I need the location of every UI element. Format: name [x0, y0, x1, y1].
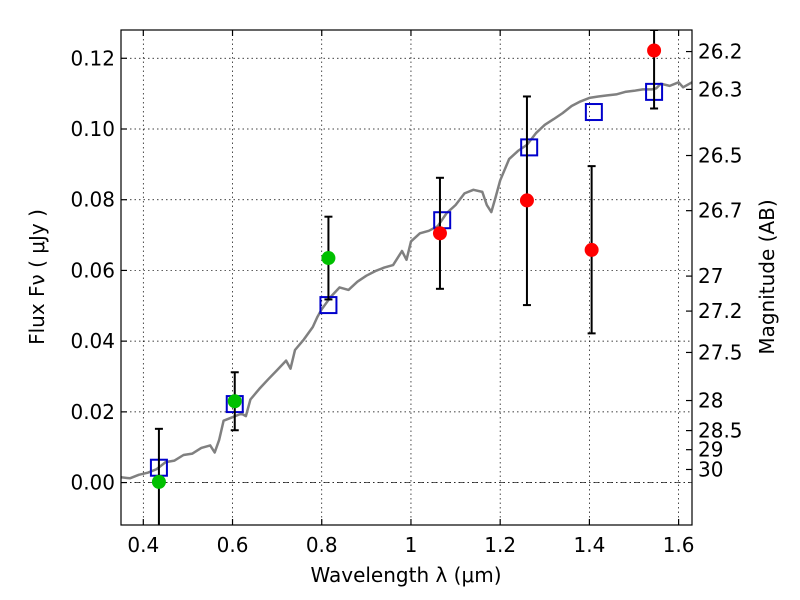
y-axis-label-right: Magnitude (AB): [755, 199, 779, 354]
magnitude-tick-label: 28.5: [698, 419, 743, 443]
magnitude-tick-label: 27.2: [698, 299, 743, 323]
axes: 0.4 0.6 0.8 1 1.2 1.4 1.6 0.00 0.02 0.04 0.06 0.08 0…: [70, 29, 743, 557]
data-point-red: [519, 193, 534, 208]
x-tick-label: 1.2: [484, 533, 516, 557]
magnitude-tick-label: 30: [698, 457, 723, 481]
magnitude-tick-label: 28: [698, 389, 723, 413]
data-point-red: [584, 242, 599, 257]
x-tick-label: 0.8: [306, 533, 338, 557]
magnitude-tick-label: 29: [698, 438, 723, 462]
model-photometry-square: [520, 138, 539, 157]
x-axis-label: Wavelength λ (μm): [310, 563, 501, 587]
x-tick-label: 1.4: [573, 533, 605, 557]
magnitude-tick-label: 27: [698, 264, 723, 288]
magnitude-tick-label: 26.2: [698, 40, 743, 64]
y-tick-label: 0.00: [70, 471, 115, 495]
plot-area: [121, 30, 692, 525]
magnitude-tick-label: 26.7: [698, 199, 743, 223]
plot-frame: [120, 29, 693, 526]
y-tick-label: 0.04: [70, 329, 115, 353]
y-tick-label: 0.08: [70, 188, 115, 212]
data-point-red: [432, 226, 447, 241]
magnitude-tick-label: 26.5: [698, 144, 743, 168]
magnitude-tick-label: 27.5: [698, 340, 743, 364]
x-tick-label: 1: [405, 533, 418, 557]
y-tick-label: 0.02: [70, 400, 115, 424]
y-tick-label: 0.06: [70, 258, 115, 282]
grid: [121, 30, 692, 525]
data-point-green: [227, 394, 242, 409]
x-tick-label: 0.4: [127, 533, 159, 557]
x-tick-label: 0.6: [217, 533, 249, 557]
data-point-red: [647, 43, 662, 58]
y-axis-label-left: Flux Fν ( μJy ): [25, 209, 49, 345]
magnitude-tick-label: 26.3: [698, 77, 743, 101]
x-tick-label: 1.6: [663, 533, 695, 557]
y-tick-label: 0.10: [70, 117, 115, 141]
data-point-green: [151, 474, 166, 489]
model-spectrum-line: [121, 81, 692, 480]
model-photometry-square: [584, 103, 603, 122]
y-tick-label: 0.12: [70, 46, 115, 70]
data-point-green: [321, 251, 336, 266]
